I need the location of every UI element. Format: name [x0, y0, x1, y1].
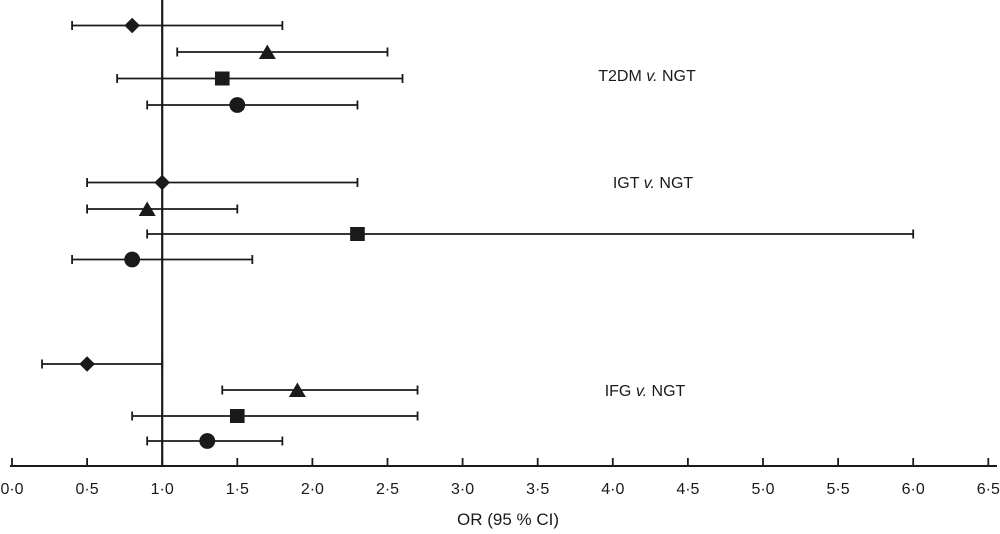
group-label: T2DM v. NGT	[598, 68, 696, 85]
x-tick-label: 2·5	[376, 481, 399, 498]
marker-triangle	[258, 44, 276, 59]
x-tick-label: 1·0	[151, 481, 174, 498]
marker-square	[230, 409, 245, 423]
x-tick-label: 2·0	[301, 481, 324, 498]
x-tick-label: 0·0	[0, 481, 23, 498]
group-label: IFG v. NGT	[605, 383, 686, 400]
x-tick-label: 6·0	[902, 481, 925, 498]
marker-circle	[124, 251, 141, 268]
x-axis-title: OR (95 % CI)	[457, 510, 559, 529]
x-tick-label: 5·0	[751, 481, 774, 498]
marker-diamond	[79, 356, 95, 372]
x-tick-label: 3·0	[451, 481, 474, 498]
x-tick-label: 6·5	[977, 481, 1000, 498]
marker-diamond	[154, 174, 170, 191]
marker-triangle	[138, 201, 156, 216]
x-tick-label: 4·0	[601, 481, 624, 498]
marker-diamond	[124, 17, 140, 34]
marker-circle	[229, 97, 246, 113]
marker-square	[350, 227, 365, 241]
x-tick-label: 3·5	[526, 481, 549, 498]
x-tick-label: 4·5	[676, 481, 699, 498]
x-tick-label: 1·5	[226, 481, 249, 498]
x-tick-label: 0·5	[76, 481, 99, 498]
group-label: IGT v. NGT	[613, 175, 694, 192]
marker-circle	[199, 433, 216, 449]
marker-square	[214, 71, 230, 86]
marker-triangle	[288, 382, 306, 397]
x-tick-label: 5·5	[827, 481, 850, 498]
